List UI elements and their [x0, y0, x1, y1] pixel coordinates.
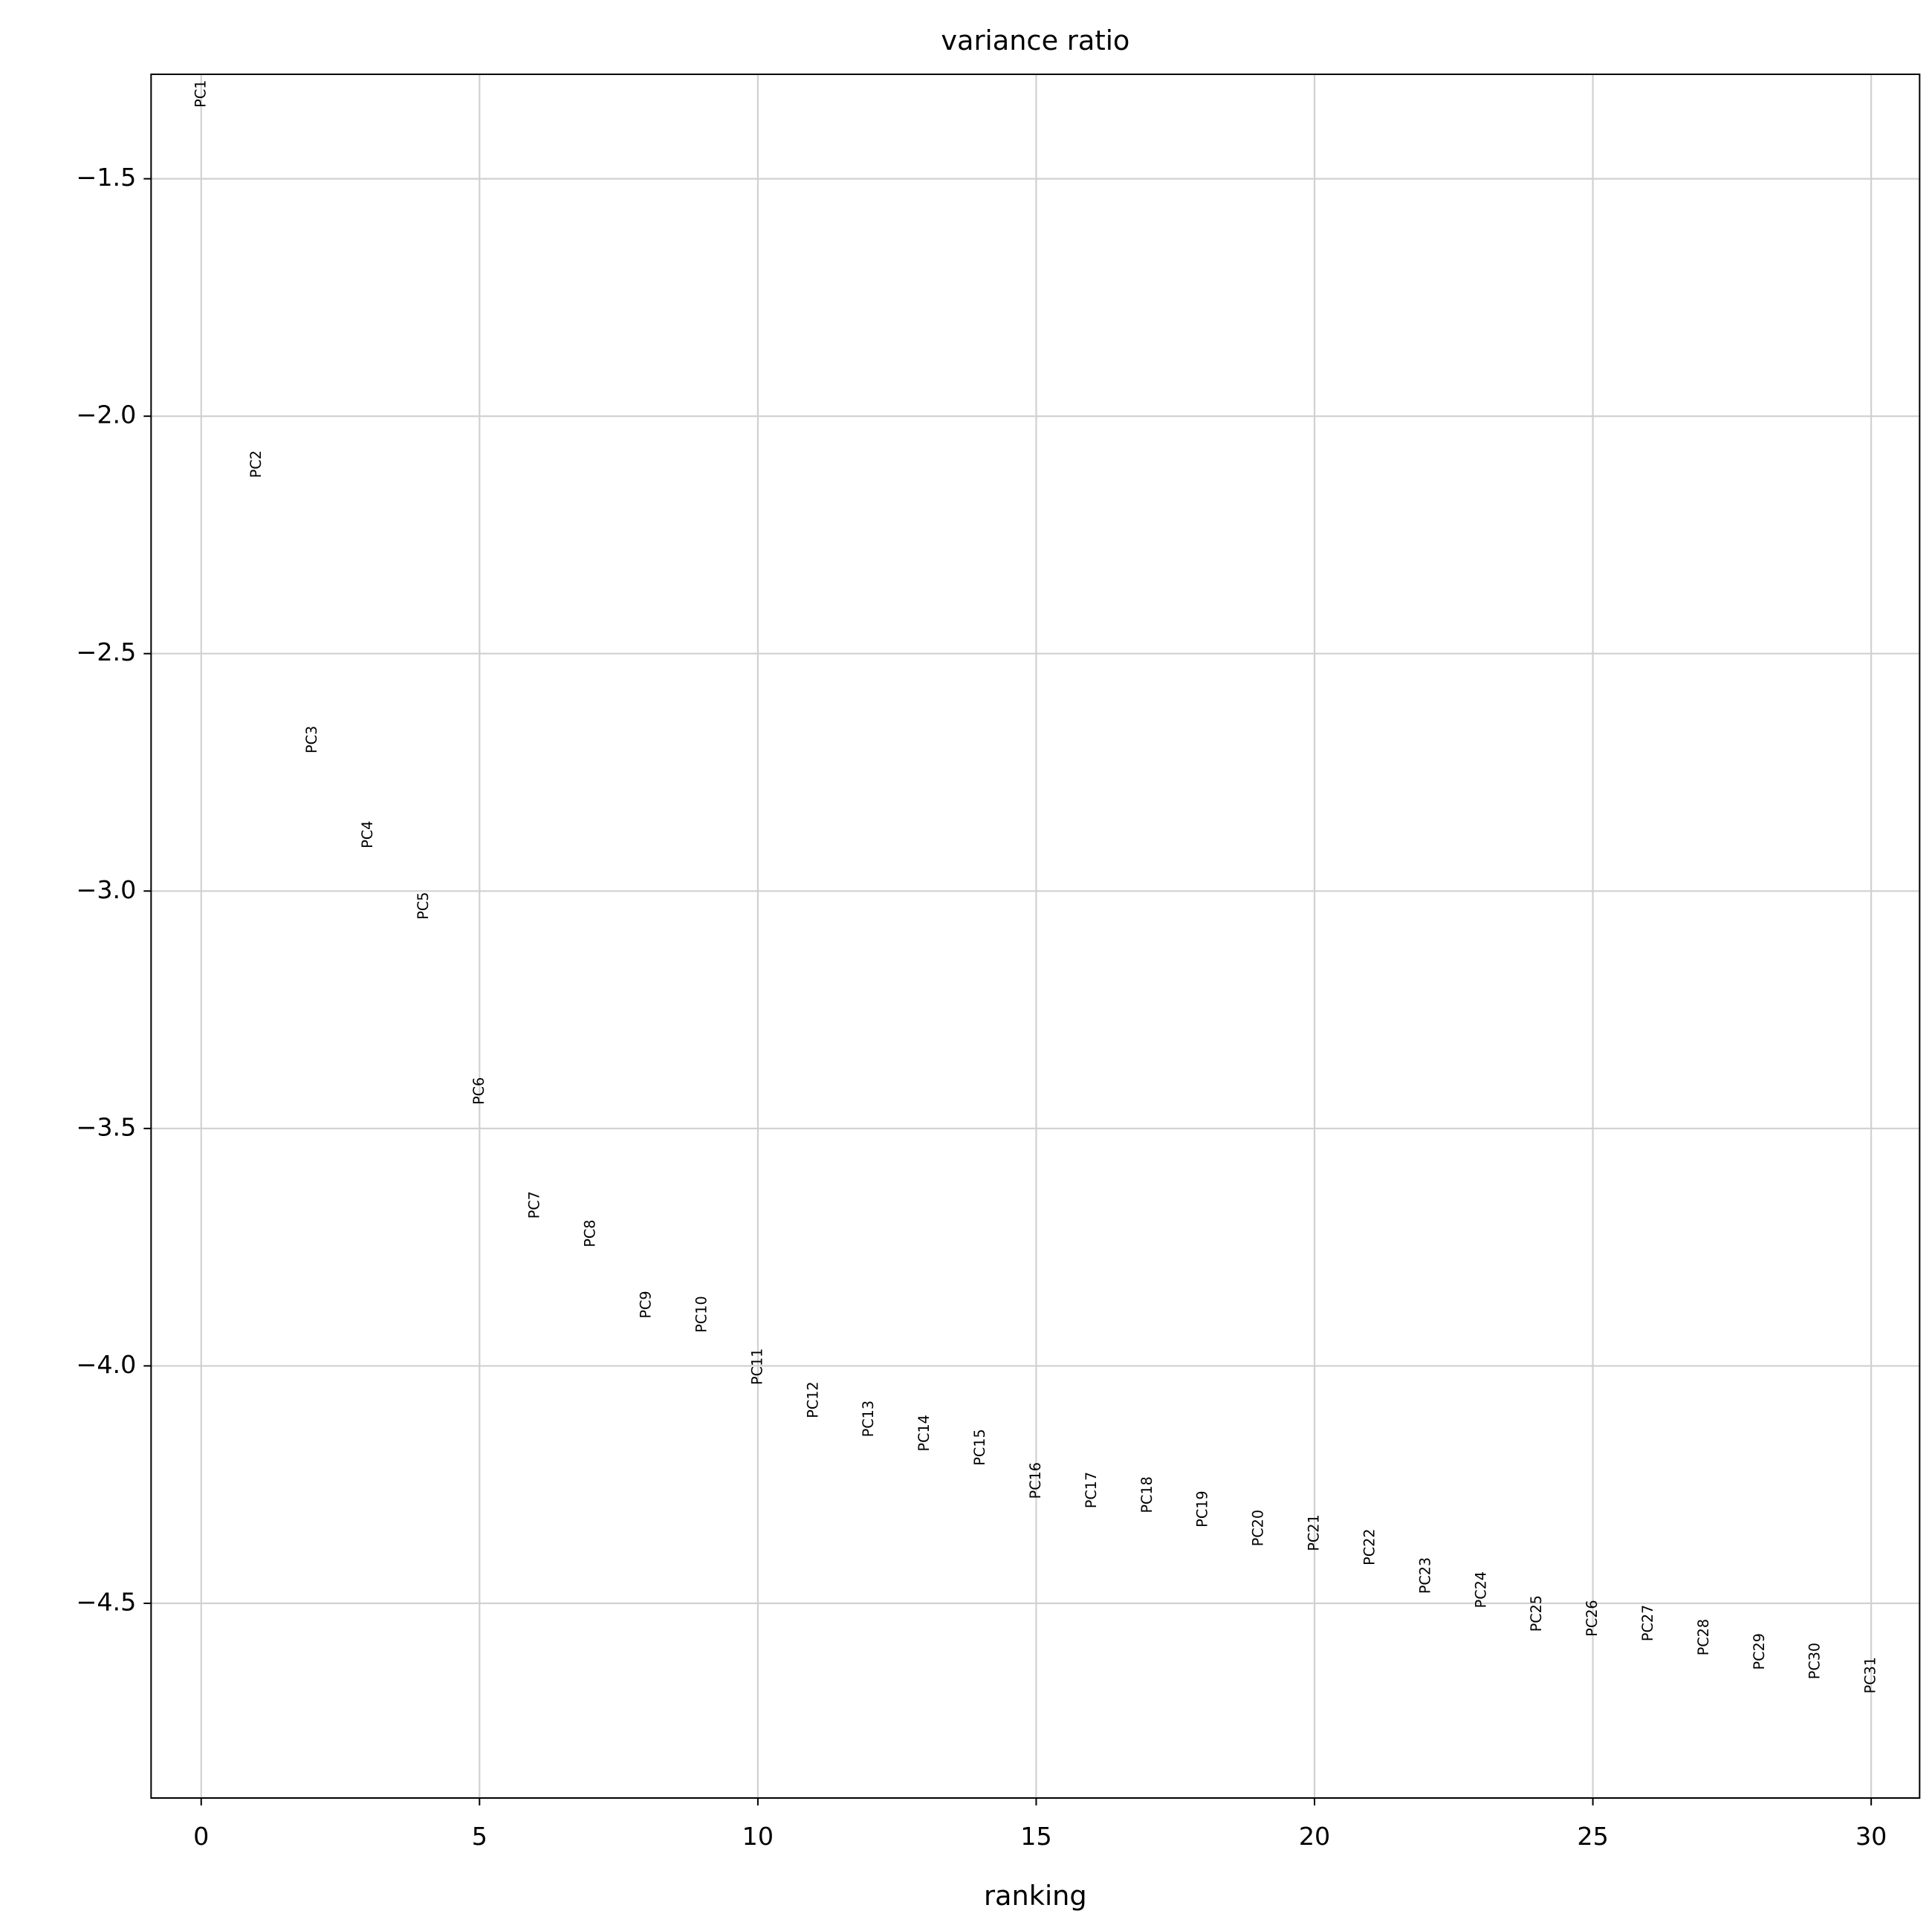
point-label: PC25: [1528, 1595, 1545, 1632]
point-label: PC13: [860, 1401, 877, 1437]
y-tick-label: −4.5: [76, 1587, 136, 1616]
point-label: PC16: [1027, 1462, 1044, 1499]
point-label: PC19: [1194, 1490, 1211, 1527]
point-label: PC12: [804, 1381, 821, 1418]
x-tick-label: 20: [1299, 1822, 1330, 1851]
point-label: PC29: [1751, 1633, 1768, 1669]
point-label: PC4: [359, 821, 376, 848]
point-label: PC9: [638, 1291, 655, 1318]
point-label: PC26: [1583, 1600, 1601, 1636]
point-label: PC10: [693, 1296, 710, 1332]
x-tick-label: 25: [1577, 1822, 1608, 1851]
point-label: PC23: [1416, 1557, 1433, 1594]
point-label: PC8: [582, 1219, 599, 1247]
point-label: PC15: [971, 1429, 988, 1465]
point-label: PC7: [526, 1191, 543, 1218]
y-tick-label: −4.0: [76, 1350, 136, 1379]
point-label: PC5: [415, 892, 432, 920]
axes-frame: [150, 73, 1921, 1799]
x-tick-label: 10: [742, 1822, 774, 1851]
point-label: PC14: [915, 1415, 933, 1451]
point-label: PC22: [1361, 1529, 1378, 1565]
y-tick-label: −1.5: [76, 163, 136, 192]
point-label: PC17: [1083, 1472, 1100, 1508]
x-tick-label: 30: [1855, 1822, 1887, 1851]
point-label: PC28: [1695, 1619, 1712, 1655]
grid: [151, 74, 1920, 1798]
point-label: PC3: [303, 726, 320, 753]
x-tick-label: 5: [472, 1822, 487, 1851]
point-label: PC6: [470, 1077, 487, 1105]
point-label: PC1: [192, 80, 209, 108]
x-tick-label: 0: [193, 1822, 209, 1851]
y-tick-label: −3.0: [76, 875, 136, 904]
point-label: PC11: [748, 1349, 765, 1385]
point-label: PC24: [1472, 1571, 1489, 1608]
x-tick-label: 15: [1020, 1822, 1051, 1851]
point-label: PC31: [1862, 1657, 1879, 1693]
x-axis-label: ranking: [984, 1880, 1087, 1912]
point-label: PC27: [1639, 1605, 1656, 1641]
point-label: PC21: [1306, 1514, 1323, 1551]
y-tick-label: −3.5: [76, 1112, 136, 1141]
chart-title: variance ratio: [941, 25, 1129, 56]
y-tick-label: −2.5: [76, 637, 136, 666]
point-label: PC18: [1138, 1476, 1155, 1513]
point-label: PC20: [1250, 1510, 1267, 1546]
y-tick-label: −2.0: [76, 400, 136, 429]
point-label: PC2: [247, 450, 265, 478]
point-label: PC30: [1806, 1643, 1824, 1679]
